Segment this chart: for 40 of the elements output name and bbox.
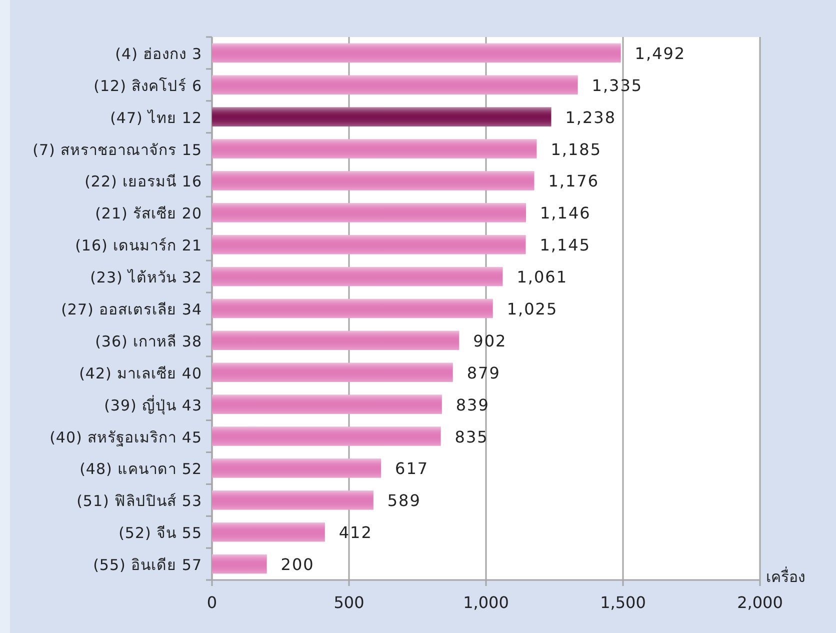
data-label: 1,025 — [506, 300, 558, 318]
y-tick-label: (39) ญี่ปุ่น 43 — [104, 394, 202, 416]
data-label: 1,238 — [565, 108, 616, 127]
y-tick-label: (52) จีน 55 — [118, 524, 202, 542]
y-tick-label: (16) เดนมาร์ก 21 — [75, 236, 202, 255]
x-axis-title: เครื่อง — [766, 566, 805, 586]
y-tick-label: (55) อินเดีย 57 — [93, 556, 202, 574]
data-label: 1,176 — [548, 172, 600, 191]
data-label: 200 — [280, 555, 314, 574]
x-tick-label: 0 — [206, 593, 218, 612]
y-tick-label: (23) ไต้หวัน 32 — [90, 268, 202, 287]
y-tick-label: (7) สหราชอาณาจักร 15 — [32, 140, 202, 159]
x-tick-label: 1,500 — [600, 593, 646, 612]
data-label: 1,061 — [516, 268, 568, 287]
y-tick-label: (51) ฟิลิปปินส์ 53 — [76, 492, 202, 510]
y-tick-label: (40) สหรัฐอเมริกา 45 — [50, 428, 202, 446]
data-label: 1,335 — [592, 76, 643, 95]
data-label: 1,145 — [540, 236, 591, 255]
data-label: 589 — [387, 491, 421, 510]
x-tick-label: 500 — [334, 593, 364, 612]
data-label: 835 — [454, 427, 488, 446]
data-label: 1,185 — [550, 140, 602, 159]
data-label: 412 — [338, 523, 372, 542]
data-label: 1,492 — [634, 44, 686, 63]
y-tick-label: (12) สิงคโปร์ 6 — [94, 76, 202, 95]
y-tick-label: (48) แคนาดา 52 — [80, 460, 202, 478]
data-label: 879 — [466, 363, 500, 382]
data-label: 902 — [473, 331, 507, 350]
y-tick-label: (27) ออสเตรเลีย 34 — [61, 300, 202, 318]
data-label: 1,146 — [540, 204, 591, 223]
x-tick-label: 2,000 — [737, 593, 783, 612]
y-tick-label: (47) ไทย 12 — [110, 108, 202, 127]
x-tick-label: 1,000 — [463, 593, 509, 612]
y-tick-label: (22) เยอรมนี 16 — [84, 172, 202, 191]
y-tick-label: (36) เกาหลี 38 — [95, 332, 202, 350]
data-label: 617 — [395, 459, 429, 478]
data-label: 839 — [456, 395, 490, 414]
y-tick-label: (21) รัสเซีย 20 — [95, 204, 202, 223]
y-tick-label: (4) ฮ่องกง 3 — [115, 44, 202, 63]
y-tick-label: (42) มาเลเซีย 40 — [79, 364, 202, 382]
